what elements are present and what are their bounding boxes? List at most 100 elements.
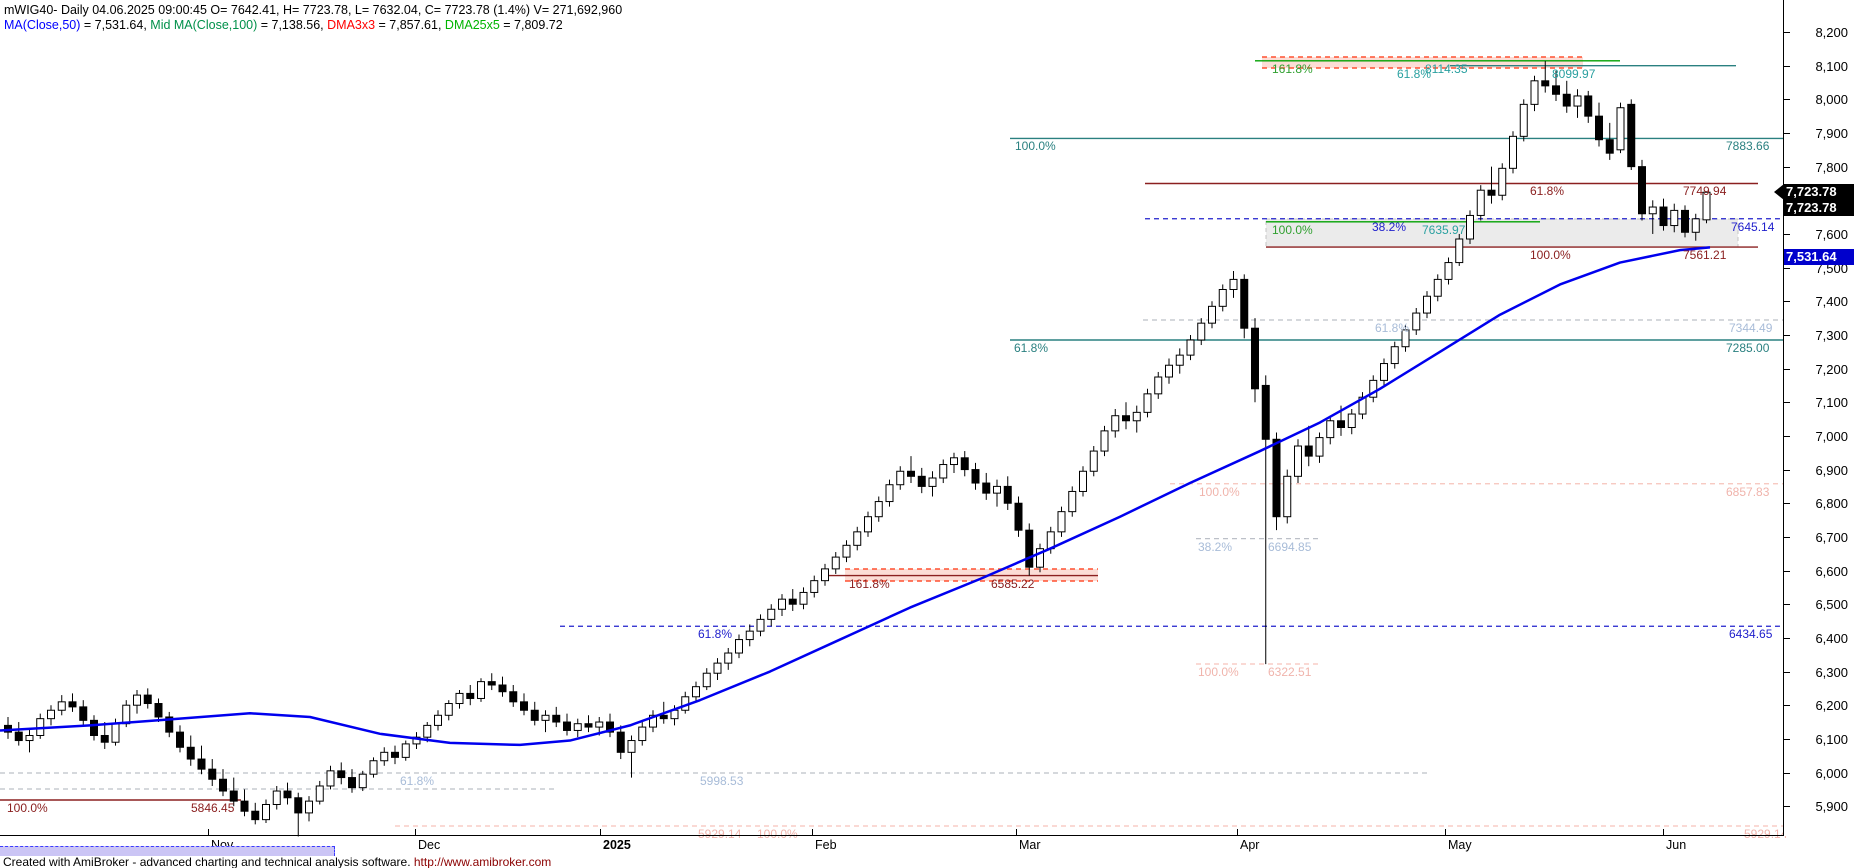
consolidation-box	[1265, 218, 1739, 248]
fib-label: 8114.35	[1425, 61, 1468, 76]
candle	[649, 714, 657, 728]
fib-label: 6434.65	[1729, 627, 1773, 642]
candle	[1337, 420, 1345, 429]
candle	[1229, 278, 1238, 290]
candle	[767, 608, 776, 620]
x-axis-tick	[208, 829, 209, 835]
candle	[1304, 445, 1313, 457]
candle	[358, 773, 367, 789]
fib-label: 38.2%	[1198, 539, 1233, 554]
candle	[971, 469, 980, 484]
candle	[229, 790, 238, 802]
candle	[939, 464, 948, 479]
y-axis-label: 7,400	[1815, 294, 1848, 310]
candle	[896, 470, 905, 486]
indicator-label: = 7,857.61,	[375, 18, 445, 32]
x-axis-label-may: May	[1448, 838, 1472, 852]
y-axis-tick	[1784, 637, 1790, 639]
fib-label: 5929.14	[1744, 827, 1788, 841]
y-axis-tick	[1784, 570, 1790, 572]
status-bar: Created with AmiBroker - advanced charti…	[3, 855, 551, 868]
candle	[1326, 420, 1335, 439]
indicator-label: MA(Close,50)	[4, 18, 81, 32]
candle	[573, 723, 582, 731]
candle	[1627, 103, 1636, 168]
fib-label: 7635.97	[1422, 222, 1466, 237]
indicator-label: Mid MA(Close,100)	[150, 18, 258, 32]
status-text: Created with AmiBroker - advanced charti…	[3, 855, 414, 868]
y-axis-label: 6,500	[1815, 597, 1848, 613]
fib-label: 100.0%	[757, 827, 798, 841]
candle	[1584, 95, 1593, 117]
fib-label: 100.0%	[1530, 248, 1571, 263]
candle	[1315, 437, 1324, 457]
y-axis-tick	[1784, 334, 1790, 336]
candle	[434, 714, 442, 726]
candle	[509, 691, 518, 703]
candle	[1036, 548, 1044, 568]
candle	[1079, 470, 1087, 492]
candle	[251, 810, 260, 821]
y-axis-tick	[1784, 233, 1790, 235]
candle	[1423, 295, 1431, 314]
date-range-slider[interactable]	[0, 846, 335, 856]
candle	[111, 723, 120, 743]
candle	[756, 618, 765, 632]
candle	[1197, 322, 1206, 341]
candle	[1702, 191, 1711, 221]
candle	[1294, 445, 1302, 477]
candle	[412, 736, 421, 745]
candle	[1089, 450, 1098, 472]
y-axis-label: 6,200	[1815, 698, 1848, 714]
candle	[1154, 376, 1163, 395]
fib-label: 61.8%	[698, 627, 733, 642]
fib-label: 61.8%	[1530, 184, 1565, 199]
candle	[702, 672, 711, 688]
candle	[745, 630, 754, 641]
fib-label: 7561.21	[1683, 248, 1727, 263]
indicator-label: DMA25x5	[444, 18, 500, 32]
candle	[1251, 327, 1259, 390]
amibroker-link[interactable]: http://www.amibroker.com	[413, 855, 552, 868]
fib-label: 100.0%	[1015, 139, 1056, 154]
y-axis-label: 5,900	[1815, 799, 1848, 815]
price-marker: 7,723.78	[1784, 200, 1854, 216]
candle	[778, 598, 786, 610]
candle	[1412, 312, 1421, 331]
candle	[68, 701, 77, 708]
fib-label: 5846.45	[191, 801, 235, 815]
y-axis-tick	[1784, 772, 1790, 774]
candle	[1455, 238, 1464, 264]
candle	[1691, 218, 1700, 233]
candle	[853, 531, 862, 546]
candle	[1659, 206, 1668, 227]
price-axis[interactable]: 8,2008,1008,0007,9007,8007,7007,6007,500…	[1783, 0, 1854, 836]
candle	[595, 721, 604, 728]
candle	[1638, 166, 1646, 215]
candle	[122, 704, 131, 725]
candle	[1025, 529, 1034, 568]
candle	[950, 457, 958, 466]
candle	[133, 694, 141, 706]
x-axis-tick	[1016, 829, 1017, 835]
x-axis-tick	[1445, 829, 1446, 835]
candle	[1003, 485, 1012, 504]
candle	[25, 734, 34, 742]
y-axis-tick	[1784, 32, 1790, 33]
candle	[1552, 85, 1560, 95]
candle	[1369, 379, 1378, 398]
indicator-label: DMA3x3	[327, 18, 376, 32]
candle	[1476, 189, 1485, 216]
candle	[885, 484, 894, 503]
candle	[1143, 393, 1152, 413]
y-axis-tick	[1784, 368, 1790, 370]
indicator-label: = 7,138.56,	[257, 18, 328, 32]
candle	[1132, 411, 1141, 422]
candle	[982, 482, 991, 494]
candle	[369, 760, 378, 775]
candle	[1347, 413, 1356, 429]
fib-label: 6585.22	[991, 576, 1035, 591]
fib-label: 6694.85	[1268, 539, 1312, 554]
x-axis-label-mar: Mar	[1019, 838, 1041, 852]
